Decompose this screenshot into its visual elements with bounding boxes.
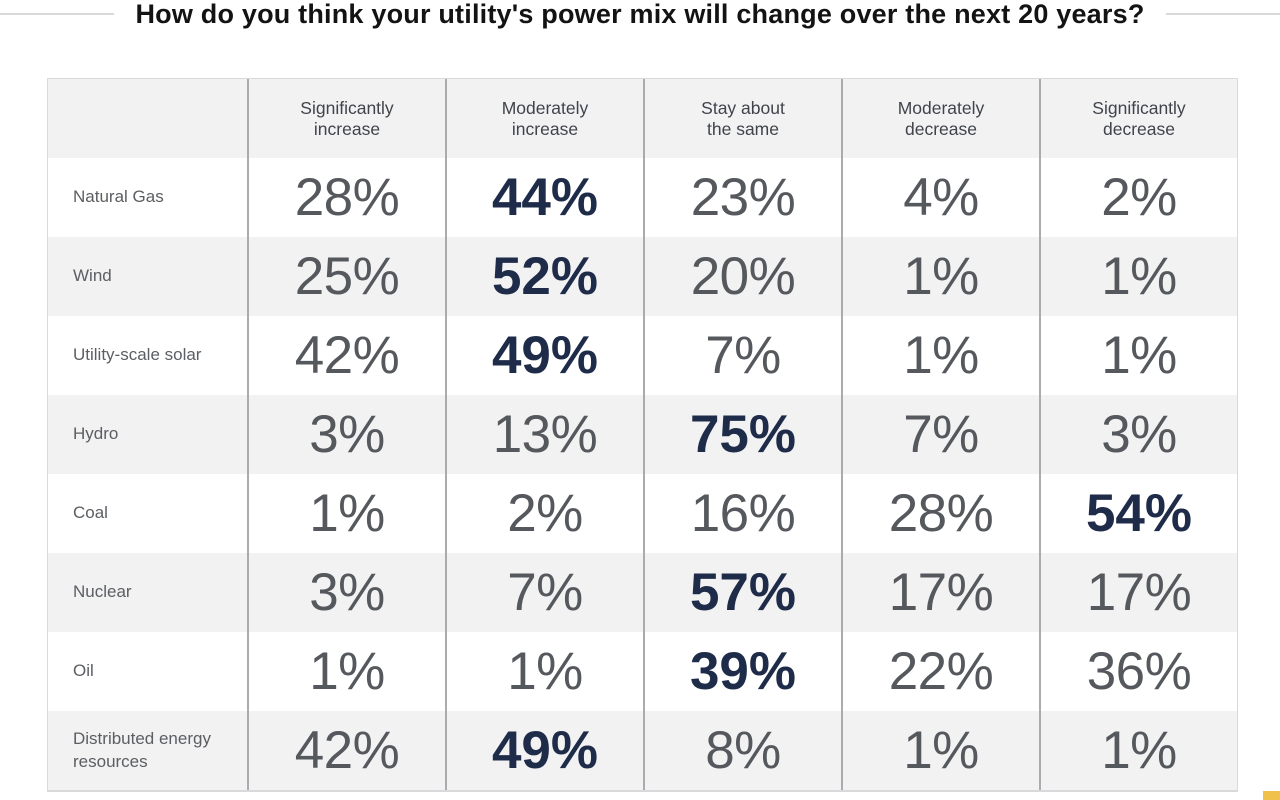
value-cell: 17% xyxy=(841,553,1039,632)
value-cell: 1% xyxy=(1039,316,1237,395)
value-cell: 23% xyxy=(643,158,841,237)
value-cell: 20% xyxy=(643,237,841,316)
row-label: Natural Gas xyxy=(73,187,164,207)
value-cell-highlighted: 49% xyxy=(445,711,643,790)
page-title: How do you think your utility's power mi… xyxy=(135,0,1145,29)
value-cell: 1% xyxy=(1039,711,1237,790)
value-cell: 3% xyxy=(1039,395,1237,474)
value-cell: 1% xyxy=(841,316,1039,395)
table-row: Utility-scale solar 42% 49% 7% 1% 1% xyxy=(48,316,1237,395)
column-header-0: Significantly increase xyxy=(247,79,445,158)
value-cell: 42% xyxy=(247,316,445,395)
value-cell: 28% xyxy=(247,158,445,237)
row-label: Utility-scale solar xyxy=(73,345,202,365)
value-cell: 42% xyxy=(247,711,445,790)
value-cell: 36% xyxy=(1039,632,1237,711)
value-cell: 8% xyxy=(643,711,841,790)
value-cell: 3% xyxy=(247,395,445,474)
value-cell: 16% xyxy=(643,474,841,553)
value-cell: 7% xyxy=(445,553,643,632)
table-row: Hydro 3% 13% 75% 7% 3% xyxy=(48,395,1237,474)
table-row: Oil 1% 1% 39% 22% 36% xyxy=(48,632,1237,711)
table-row: Distributed energy resources 42% 49% 8% 1% 1% xyxy=(48,711,1237,790)
value-cell: 1% xyxy=(1039,237,1237,316)
value-cell-highlighted: 44% xyxy=(445,158,643,237)
corner-marker xyxy=(1263,791,1280,800)
survey-table: Significantly increase Moderately increas… xyxy=(47,78,1238,792)
table-row: Nuclear 3% 7% 57% 17% 17% xyxy=(48,553,1237,632)
column-header-1: Moderately increase xyxy=(445,79,643,158)
row-label: Nuclear xyxy=(73,582,132,602)
corner-cell xyxy=(48,79,247,158)
column-header-2: Stay about the same xyxy=(643,79,841,158)
value-cell: 3% xyxy=(247,553,445,632)
row-label: Wind xyxy=(73,266,112,286)
value-cell: 7% xyxy=(643,316,841,395)
value-cell: 25% xyxy=(247,237,445,316)
table-header-row: Significantly increase Moderately increas… xyxy=(48,79,1237,158)
value-cell: 17% xyxy=(1039,553,1237,632)
row-label: Hydro xyxy=(73,424,119,444)
value-cell-highlighted: 54% xyxy=(1039,474,1237,553)
value-cell: 1% xyxy=(841,237,1039,316)
title-bar: How do you think your utility's power mi… xyxy=(0,0,1280,29)
value-cell-highlighted: 49% xyxy=(445,316,643,395)
table-row: Coal 1% 2% 16% 28% 54% xyxy=(48,474,1237,553)
value-cell: 1% xyxy=(445,632,643,711)
title-rule-left xyxy=(0,13,115,15)
value-cell: 1% xyxy=(247,474,445,553)
value-cell: 1% xyxy=(841,711,1039,790)
row-label: Distributed energy resources xyxy=(73,728,211,771)
value-cell-highlighted: 75% xyxy=(643,395,841,474)
row-label: Oil xyxy=(73,661,94,681)
value-cell: 2% xyxy=(1039,158,1237,237)
value-cell: 1% xyxy=(247,632,445,711)
column-header-3: Moderately decrease xyxy=(841,79,1039,158)
value-cell-highlighted: 52% xyxy=(445,237,643,316)
title-rule-right xyxy=(1165,13,1280,15)
value-cell: 2% xyxy=(445,474,643,553)
table-row: Natural Gas 28% 44% 23% 4% 2% xyxy=(48,158,1237,237)
value-cell-highlighted: 57% xyxy=(643,553,841,632)
value-cell: 22% xyxy=(841,632,1039,711)
value-cell: 4% xyxy=(841,158,1039,237)
value-cell: 13% xyxy=(445,395,643,474)
value-cell: 28% xyxy=(841,474,1039,553)
row-label: Coal xyxy=(73,503,108,523)
table-row: Wind 25% 52% 20% 1% 1% xyxy=(48,237,1237,316)
value-cell-highlighted: 39% xyxy=(643,632,841,711)
column-header-4: Significantly decrease xyxy=(1039,79,1237,158)
value-cell: 7% xyxy=(841,395,1039,474)
